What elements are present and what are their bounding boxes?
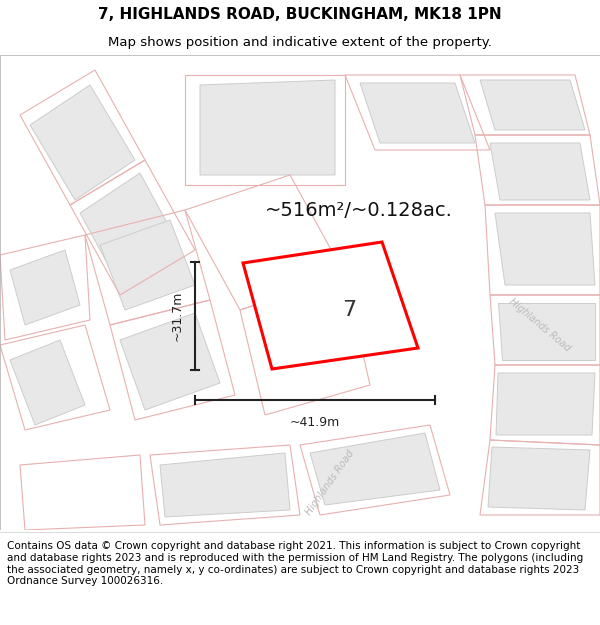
Polygon shape	[10, 250, 80, 325]
Text: 7, HIGHLANDS ROAD, BUCKINGHAM, MK18 1PN: 7, HIGHLANDS ROAD, BUCKINGHAM, MK18 1PN	[98, 8, 502, 22]
Text: Map shows position and indicative extent of the property.: Map shows position and indicative extent…	[108, 36, 492, 49]
Text: ~516m²/~0.128ac.: ~516m²/~0.128ac.	[265, 201, 453, 219]
Polygon shape	[80, 173, 178, 283]
Polygon shape	[498, 303, 595, 360]
Polygon shape	[200, 80, 335, 175]
Polygon shape	[243, 242, 418, 369]
Polygon shape	[360, 83, 475, 143]
Polygon shape	[490, 143, 590, 200]
Text: Highlands Road: Highlands Road	[304, 449, 356, 518]
Polygon shape	[30, 85, 135, 200]
Polygon shape	[100, 220, 195, 310]
Text: Contains OS data © Crown copyright and database right 2021. This information is : Contains OS data © Crown copyright and d…	[7, 541, 583, 586]
Polygon shape	[10, 340, 85, 425]
Polygon shape	[495, 213, 595, 285]
Polygon shape	[480, 80, 585, 130]
Polygon shape	[120, 313, 220, 410]
Text: Highlands Road: Highlands Road	[508, 296, 572, 354]
Polygon shape	[488, 447, 590, 510]
Polygon shape	[496, 373, 595, 435]
Text: ~31.7m: ~31.7m	[170, 291, 184, 341]
Polygon shape	[310, 433, 440, 505]
Text: ~41.9m: ~41.9m	[290, 416, 340, 429]
Polygon shape	[160, 453, 290, 517]
Text: 7: 7	[341, 301, 356, 321]
